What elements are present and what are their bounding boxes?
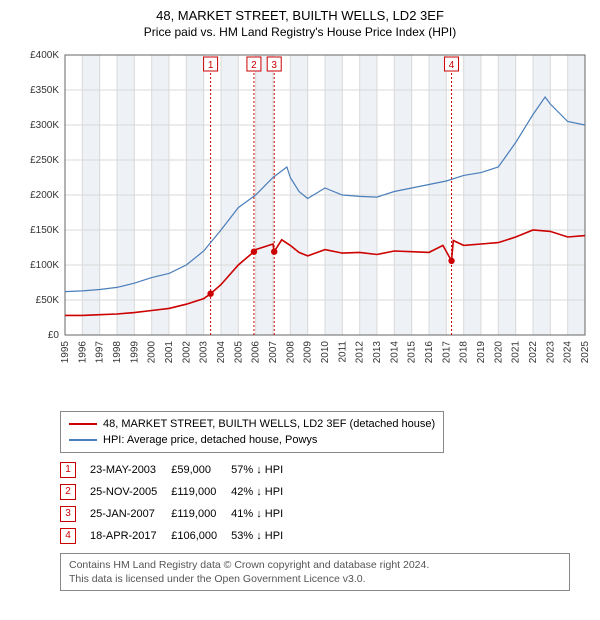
table-row: 4 18-APR-2017£106,00053% ↓ HPI: [60, 525, 297, 547]
svg-text:£0: £0: [48, 330, 60, 341]
cell-price: £106,000: [171, 525, 231, 547]
svg-text:£400K: £400K: [30, 50, 59, 61]
table-row: 3 25-JAN-2007£119,00041% ↓ HPI: [60, 503, 297, 525]
cell-price: £59,000: [171, 459, 231, 481]
svg-text:2005: 2005: [233, 341, 244, 364]
svg-text:2014: 2014: [389, 341, 400, 364]
svg-text:£150K: £150K: [30, 225, 59, 236]
svg-text:1998: 1998: [112, 341, 123, 364]
cell-date: 25-NOV-2005: [90, 481, 171, 503]
arrow-down-icon: ↓: [256, 486, 262, 498]
svg-text:2022: 2022: [528, 341, 539, 364]
page-subtitle: Price paid vs. HM Land Registry's House …: [10, 25, 590, 39]
arrow-down-icon: ↓: [256, 464, 262, 476]
svg-text:1995: 1995: [60, 341, 71, 364]
svg-text:£300K: £300K: [30, 120, 59, 131]
marker-icon: 1: [60, 462, 76, 478]
cell-pct: 41% ↓ HPI: [231, 503, 297, 525]
svg-text:2023: 2023: [545, 341, 556, 364]
svg-text:3: 3: [271, 60, 277, 71]
cell-pct: 42% ↓ HPI: [231, 481, 297, 503]
page-title: 48, MARKET STREET, BUILTH WELLS, LD2 3EF: [10, 8, 590, 23]
svg-text:£200K: £200K: [30, 190, 59, 201]
svg-text:1: 1: [208, 60, 214, 71]
svg-text:£50K: £50K: [36, 295, 60, 306]
cell-date: 18-APR-2017: [90, 525, 171, 547]
table-row: 1 23-MAY-2003£59,00057% ↓ HPI: [60, 459, 297, 481]
footer: Contains HM Land Registry data © Crown c…: [60, 553, 570, 591]
svg-text:2018: 2018: [459, 341, 470, 364]
svg-text:2021: 2021: [511, 341, 522, 364]
svg-text:2007: 2007: [268, 341, 279, 364]
svg-text:2008: 2008: [285, 341, 296, 364]
svg-text:2011: 2011: [337, 341, 348, 363]
cell-date: 25-JAN-2007: [90, 503, 171, 525]
cell-price: £119,000: [171, 503, 231, 525]
cell-marker: 2: [60, 481, 90, 503]
legend-label: HPI: Average price, detached house, Powy…: [103, 432, 317, 448]
table-row: 2 25-NOV-2005£119,00042% ↓ HPI: [60, 481, 297, 503]
svg-text:1997: 1997: [95, 341, 106, 364]
cell-marker: 3: [60, 503, 90, 525]
cell-price: £119,000: [171, 481, 231, 503]
svg-text:2000: 2000: [147, 341, 158, 364]
svg-text:2013: 2013: [372, 341, 383, 364]
cell-pct: 53% ↓ HPI: [231, 525, 297, 547]
svg-text:2019: 2019: [476, 341, 487, 364]
svg-text:4: 4: [449, 60, 455, 71]
svg-text:2: 2: [251, 60, 257, 71]
transactions-table: 1 23-MAY-2003£59,00057% ↓ HPI 2 25-NOV-2005…: [60, 459, 297, 547]
svg-text:1999: 1999: [129, 341, 140, 364]
svg-text:2017: 2017: [441, 341, 452, 364]
svg-text:2001: 2001: [164, 341, 175, 364]
svg-text:£250K: £250K: [30, 155, 59, 166]
svg-text:2015: 2015: [407, 341, 418, 364]
legend-swatch: [69, 423, 97, 425]
footer-line-2: This data is licensed under the Open Gov…: [69, 572, 561, 586]
arrow-down-icon: ↓: [256, 530, 262, 542]
svg-text:2025: 2025: [580, 341, 590, 364]
footer-line-1: Contains HM Land Registry data © Crown c…: [69, 558, 561, 572]
arrow-down-icon: ↓: [256, 508, 262, 520]
cell-date: 23-MAY-2003: [90, 459, 171, 481]
svg-text:2004: 2004: [216, 341, 227, 364]
legend-swatch: [69, 439, 97, 441]
svg-text:2012: 2012: [355, 341, 366, 364]
chart: £0 £50K £100K £150K £200K £250K £300K £350K £400…: [10, 45, 590, 405]
page: 48, MARKET STREET, BUILTH WELLS, LD2 3EF…: [0, 0, 600, 595]
cell-marker: 4: [60, 525, 90, 547]
legend: 48, MARKET STREET, BUILTH WELLS, LD2 3EF…: [60, 411, 444, 453]
svg-text:2003: 2003: [199, 341, 210, 364]
svg-text:£100K: £100K: [30, 260, 59, 271]
legend-row: HPI: Average price, detached house, Powy…: [69, 432, 435, 448]
svg-text:£350K: £350K: [30, 85, 59, 96]
svg-text:2009: 2009: [303, 341, 314, 364]
legend-label: 48, MARKET STREET, BUILTH WELLS, LD2 3EF…: [103, 416, 435, 432]
cell-pct: 57% ↓ HPI: [231, 459, 297, 481]
svg-text:2010: 2010: [320, 341, 331, 364]
chart-svg: £0 £50K £100K £150K £200K £250K £300K £350K £400…: [10, 45, 590, 405]
legend-row: 48, MARKET STREET, BUILTH WELLS, LD2 3EF…: [69, 416, 435, 432]
svg-text:2006: 2006: [251, 341, 262, 364]
cell-marker: 1: [60, 459, 90, 481]
marker-icon: 2: [60, 484, 76, 500]
svg-text:2016: 2016: [424, 341, 435, 364]
marker-icon: 3: [60, 506, 76, 522]
svg-text:2024: 2024: [563, 341, 574, 364]
svg-text:2020: 2020: [493, 341, 504, 364]
marker-icon: 4: [60, 528, 76, 544]
svg-text:1996: 1996: [77, 341, 88, 364]
titles: 48, MARKET STREET, BUILTH WELLS, LD2 3EF…: [10, 8, 590, 39]
svg-text:2002: 2002: [181, 341, 192, 364]
